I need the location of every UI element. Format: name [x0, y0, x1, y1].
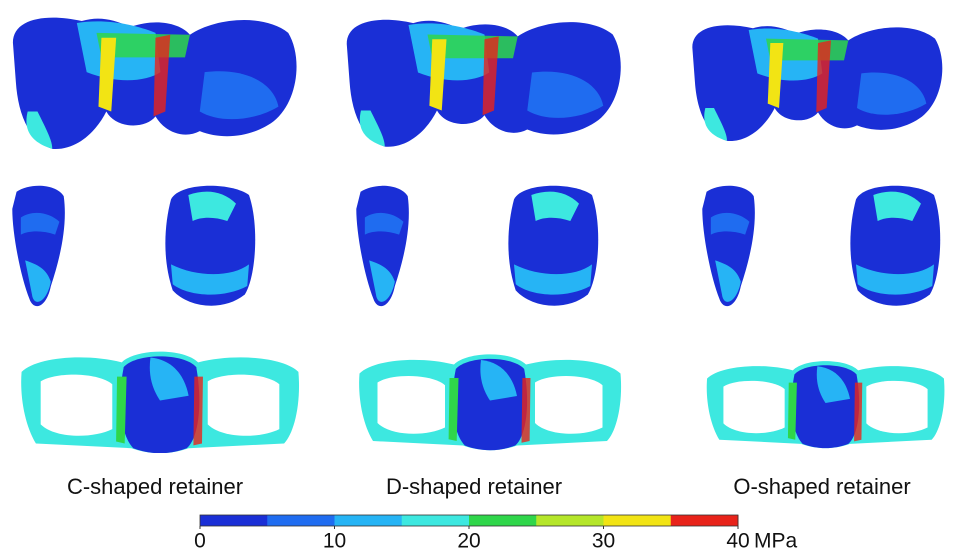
bridge-view — [692, 25, 942, 141]
colorbar-segment — [469, 515, 537, 526]
colorbar-tick-label: 40 — [726, 530, 749, 552]
column-o — [692, 25, 944, 448]
tooth-view — [12, 186, 65, 306]
tooth-view — [850, 186, 940, 306]
colorbar-tick-label: 0 — [194, 530, 206, 552]
tooth-view — [508, 186, 598, 306]
group-label: C-shaped retainer — [67, 474, 243, 499]
colorbar-tick-label: 20 — [457, 530, 480, 552]
colorbar-tick-label: 10 — [323, 530, 346, 552]
tooth-view — [702, 186, 755, 306]
figure: C-shaped retainer D-shaped retainer O-sh… — [0, 0, 954, 552]
ring-view — [21, 352, 299, 454]
colorbar-segment — [335, 515, 403, 526]
colorbar-segment — [402, 515, 470, 526]
ring-view — [707, 361, 945, 448]
ring-view — [359, 354, 621, 450]
group-label: D-shaped retainer — [386, 474, 562, 499]
bridge-view — [347, 20, 621, 147]
colorbar-segment — [671, 515, 739, 526]
colorbar-segment — [267, 515, 335, 526]
group-label: O-shaped retainer — [733, 474, 910, 499]
colorbar-segment — [536, 515, 604, 526]
column-d — [347, 20, 621, 450]
colorbar-segment — [200, 515, 268, 526]
bridge-view — [13, 18, 297, 149]
colorbar-unit: MPa — [754, 530, 798, 552]
tooth-view — [165, 186, 255, 306]
colorbar-segment — [604, 515, 672, 526]
column-c — [12, 18, 299, 454]
colorbar-tick-label: 30 — [592, 530, 615, 552]
tooth-view — [356, 186, 409, 306]
